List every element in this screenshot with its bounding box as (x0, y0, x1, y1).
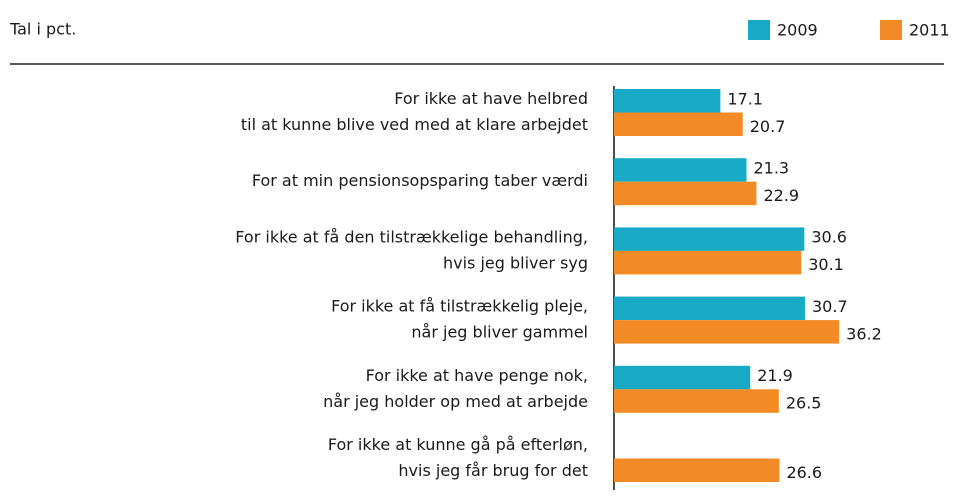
bar (614, 89, 721, 113)
bar (614, 365, 751, 390)
bar (614, 320, 840, 344)
value-label: 36.2 (846, 324, 882, 343)
category-label: hvis jeg får brug for det (398, 461, 588, 480)
bar (614, 112, 743, 136)
bar (614, 227, 805, 251)
category-label: For ikke at få den tilstrækkelige behand… (235, 227, 588, 246)
legend-swatch (748, 20, 770, 40)
value-label: 26.6 (786, 463, 822, 482)
bar (614, 158, 747, 182)
value-label: 21.9 (757, 366, 793, 385)
category-label: når jeg bliver gammel (411, 323, 588, 342)
category-label: For at min pensionsopsparing taber værdi (252, 171, 588, 190)
bar (614, 296, 805, 321)
value-label: 30.7 (812, 297, 848, 316)
value-label: 17.1 (727, 89, 763, 108)
bar (614, 181, 757, 206)
category-label: For ikke at have penge nok, (366, 366, 588, 385)
value-label: 30.1 (808, 255, 844, 274)
value-label: 30.6 (811, 228, 847, 247)
value-label: 20.7 (750, 117, 786, 136)
category-label: hvis jeg bliver syg (443, 253, 588, 272)
legend-swatch (880, 20, 902, 40)
category-label: til at kunne blive ved med at klare arbe… (241, 115, 588, 134)
legend-label: 2009 (777, 21, 818, 40)
category-label: For ikke at kunne gå på efterløn, (328, 435, 588, 454)
legend-label: 2011 (909, 21, 950, 40)
value-label: 21.3 (753, 158, 789, 177)
category-label: når jeg holder op med at arbejde (323, 392, 588, 411)
bar (614, 250, 802, 275)
category-label: For ikke at få tilstrækkelig pleje, (331, 297, 588, 316)
value-label: 26.5 (786, 394, 822, 413)
bar (614, 389, 779, 413)
category-label: For ikke at have helbred (394, 89, 588, 108)
value-label: 22.9 (763, 186, 799, 205)
chart-title: Tal i pct. (9, 20, 76, 39)
bar (614, 458, 780, 482)
